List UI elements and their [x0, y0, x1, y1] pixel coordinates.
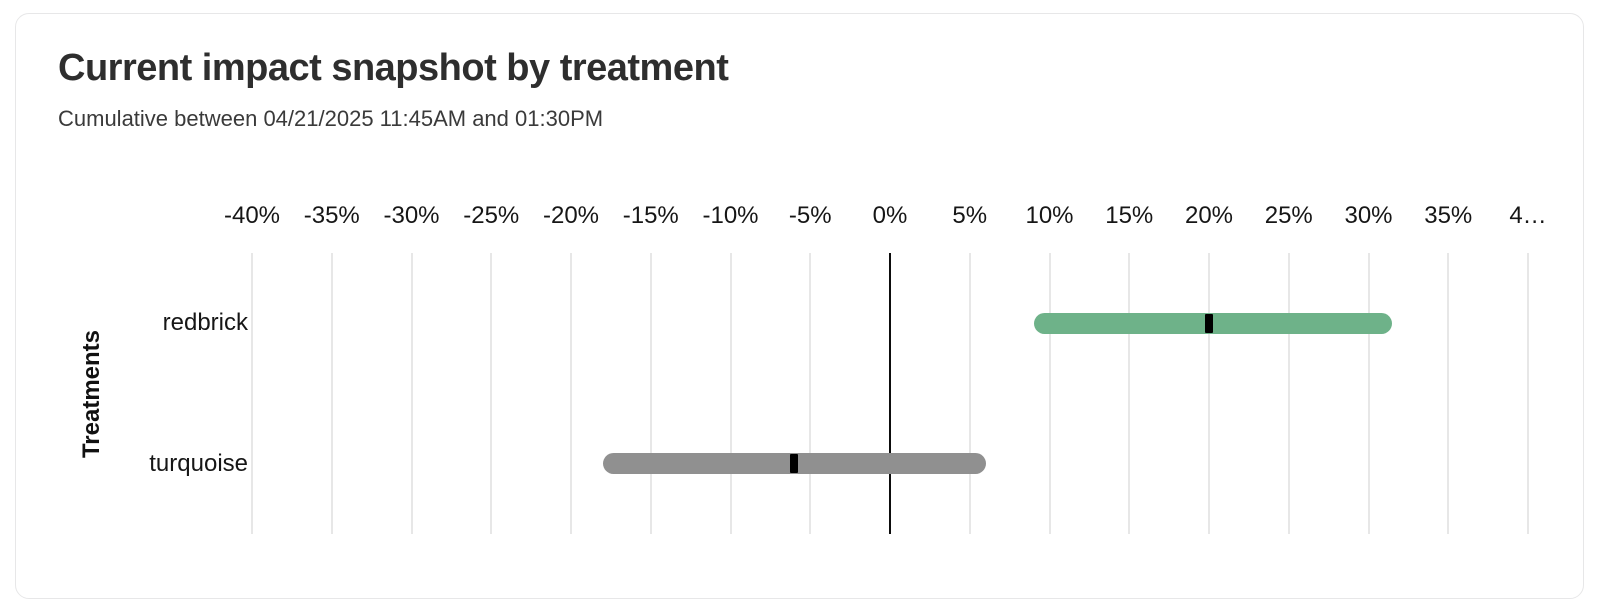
gridline — [1208, 253, 1210, 534]
gridline — [1527, 253, 1529, 534]
gridline — [570, 253, 572, 534]
x-tick-label: 25% — [1264, 202, 1313, 229]
impact-snapshot-card: Current impact snapshot by treatment Cum… — [15, 13, 1584, 599]
gridline — [410, 253, 413, 534]
gridline — [968, 253, 971, 534]
zero-line — [889, 253, 891, 534]
card-subtitle: Cumulative between 04/21/2025 11:45AM an… — [58, 106, 604, 131]
gridline — [809, 253, 812, 534]
x-tick-label: 35% — [1424, 202, 1473, 229]
gridline — [251, 253, 253, 534]
x-tick-label: -10% — [702, 202, 759, 229]
x-tick-label: 0% — [872, 202, 908, 229]
point-marker-redbrick — [1205, 313, 1213, 333]
x-tick-label: -5% — [788, 202, 832, 229]
x-tick-label: -35% — [303, 202, 360, 229]
x-tick-label: 10% — [1025, 202, 1074, 229]
gridline — [1367, 253, 1370, 534]
card-title: Current impact snapshot by treatment — [58, 47, 729, 89]
category-label-redbrick: redbrick — [162, 309, 248, 337]
gridline — [649, 253, 652, 534]
gridline — [330, 253, 333, 534]
x-tick-label: 20% — [1184, 202, 1234, 229]
y-axis-title: Treatments — [78, 329, 105, 458]
x-tick-label: 5% — [952, 202, 988, 229]
gridline — [1287, 253, 1290, 534]
gridline — [729, 253, 732, 534]
gridline — [490, 253, 493, 534]
x-tick-label: -40% — [223, 202, 281, 229]
gridline — [1128, 253, 1131, 534]
category-label-turquoise: turquoise — [149, 449, 248, 477]
x-tick-label: 15% — [1105, 202, 1154, 229]
x-tick-label: -20% — [542, 202, 600, 229]
x-tick-label: 30% — [1344, 202, 1393, 229]
gridline — [1048, 253, 1051, 534]
point-marker-turquoise — [790, 454, 799, 474]
x-tick-label: -15% — [622, 202, 679, 229]
x-tick-label: -25% — [463, 202, 520, 229]
x-tick-label: 4… — [1509, 202, 1547, 229]
x-tick-label: -30% — [383, 202, 440, 229]
gridline — [1447, 253, 1450, 534]
chart-canvas: -40% -35% -30% -25% -20% -15% -10% -5% 0% 5% 10% 15… — [16, 14, 1583, 598]
